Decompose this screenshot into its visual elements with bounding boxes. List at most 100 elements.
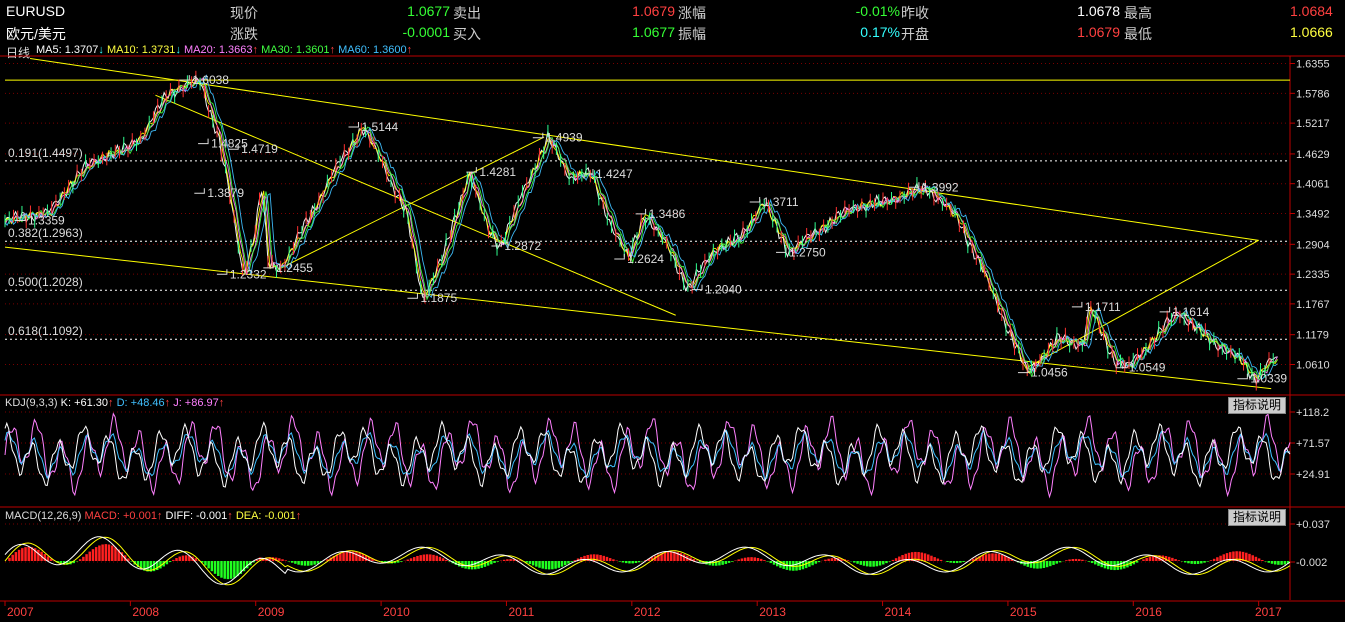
macd-bar	[310, 561, 313, 566]
year-label: 2016	[1135, 605, 1162, 619]
macd-bar	[914, 551, 917, 561]
value-ask: 1.0679	[632, 3, 675, 19]
macd-bar	[541, 561, 544, 569]
macd-bar	[888, 561, 891, 562]
fib-level-label: 0.618(1.1092)	[8, 324, 83, 338]
price-annotation: 1.2872	[504, 239, 541, 253]
macd-bar	[316, 561, 320, 564]
macd-bar	[689, 557, 692, 561]
value-low: 1.0666	[1290, 24, 1333, 40]
macd-line	[4, 536, 1291, 586]
macd-bar	[46, 556, 50, 561]
macd-bar	[862, 561, 866, 566]
macd-bar	[245, 561, 249, 569]
macd-bar	[946, 561, 949, 563]
macd-tick-label: +0.037	[1296, 519, 1330, 531]
value-amplitude: 0.17%	[860, 24, 900, 40]
macd-bar	[682, 554, 686, 561]
macd-bar	[1187, 561, 1190, 564]
macd-bar	[740, 558, 744, 561]
macd-bar	[303, 561, 307, 566]
macd-bar	[432, 554, 435, 561]
macd-bar	[139, 561, 143, 570]
macd-bar	[486, 561, 490, 566]
macd-bar	[910, 552, 914, 561]
macd-bar	[804, 561, 808, 569]
kdj-help-button[interactable]: 指标说明	[1228, 397, 1287, 414]
price-annotation: 1.2040	[705, 283, 742, 297]
price-marker	[263, 262, 274, 269]
macd-bar	[1212, 558, 1216, 561]
macd-bar	[885, 561, 888, 564]
macd-bar	[891, 559, 895, 561]
value-last: 1.0677	[407, 3, 450, 19]
macd-bar	[625, 561, 628, 564]
macd-bar	[252, 561, 255, 563]
kdj-tick-label: +118.2	[1296, 407, 1329, 419]
indicator-name: KDJ(9,3,3)	[5, 397, 61, 409]
macd-bar	[679, 553, 683, 561]
year-label: 2017	[1255, 605, 1282, 619]
macd-bar	[840, 558, 843, 561]
macd-bar	[1257, 558, 1261, 561]
macd-bar	[766, 561, 769, 562]
macd-bar	[445, 559, 448, 561]
macd-help-button[interactable]: 指标说明	[1228, 509, 1287, 526]
macd-bar	[188, 555, 191, 561]
macd-bar	[952, 561, 956, 564]
macd-bar	[477, 561, 480, 569]
legend-item: MA10: 1.3731	[106, 44, 176, 56]
macd-bar	[994, 553, 997, 561]
macd-bar	[1151, 555, 1155, 561]
macd-bar	[628, 561, 631, 564]
macd-bar	[962, 561, 965, 563]
price-annotation: 1.1711	[1085, 300, 1121, 314]
macd-bar	[165, 561, 169, 565]
macd-bar	[663, 552, 667, 561]
price-annotation: 1.4281	[479, 165, 516, 179]
macd-bar	[470, 561, 474, 570]
macd-bar	[72, 561, 75, 564]
macd-bar	[233, 561, 236, 578]
macd-bar	[898, 556, 901, 561]
trend-arrow-icon: ↑	[295, 510, 302, 522]
macd-bar	[474, 561, 477, 570]
macd-bar	[1228, 552, 1232, 561]
macd-bar	[731, 561, 734, 562]
price-series-line	[4, 79, 1278, 379]
macd-bar	[88, 551, 92, 561]
price-tick-label: 1.5217	[1296, 118, 1330, 130]
macd-bar	[21, 548, 24, 561]
macd-bar	[580, 557, 583, 561]
macd-bar	[274, 557, 278, 561]
macd-bar	[1081, 559, 1084, 561]
macd-bar	[1049, 561, 1052, 567]
price-annotation: 1.5144	[362, 120, 399, 134]
macd-bar	[429, 554, 432, 561]
value-change: -0.0001	[402, 24, 450, 40]
price-marker	[198, 138, 209, 145]
macd-bar	[94, 547, 98, 561]
symbol: EURUSD	[6, 3, 66, 19]
macd-bar	[290, 561, 294, 563]
macd-bar	[1216, 557, 1219, 561]
macd-bar	[8, 557, 11, 561]
macd-bar	[345, 551, 349, 561]
macd-bar	[184, 555, 188, 561]
macd-bar	[1193, 561, 1197, 565]
macd-bar	[1094, 561, 1097, 565]
macd-bar	[1055, 561, 1058, 564]
macd-bar	[1196, 561, 1200, 564]
macd-bar	[978, 556, 981, 561]
year-label: 2008	[132, 605, 159, 619]
macd-bar	[608, 558, 612, 561]
macd-bar	[159, 561, 162, 569]
macd-bar	[936, 558, 940, 561]
indicator-name: MACD(12,26,9)	[5, 510, 85, 522]
macd-bar	[1164, 556, 1168, 561]
macd-bar	[1171, 557, 1174, 561]
macd-bar	[1206, 561, 1209, 562]
macd-bar	[724, 561, 728, 564]
price-annotation: 1.2332	[230, 267, 267, 281]
